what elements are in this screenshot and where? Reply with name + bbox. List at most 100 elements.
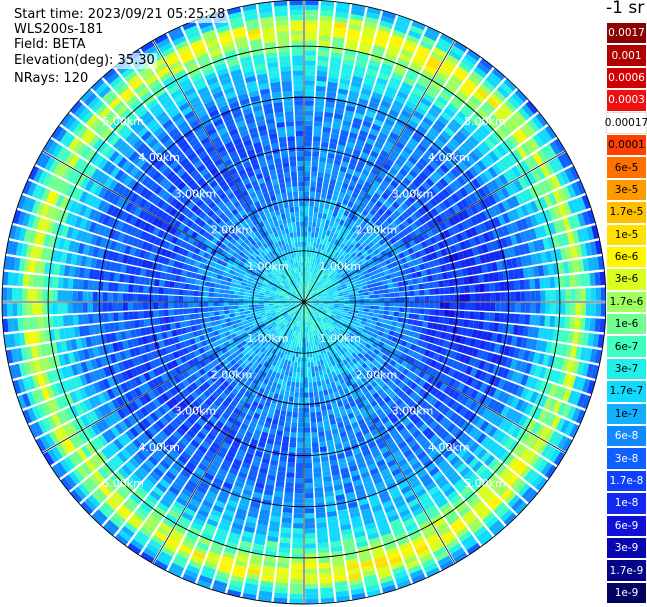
ppi-bin <box>515 302 521 313</box>
ppi-bin <box>405 387 414 396</box>
ppi-bin <box>484 438 495 451</box>
ppi-bin <box>397 136 408 146</box>
ppi-bin <box>375 369 383 377</box>
ppi-bin <box>446 171 457 181</box>
ppi-bin <box>324 245 329 252</box>
ppi-bin <box>355 61 367 69</box>
ppi-bin <box>386 278 393 284</box>
ppi-bin <box>355 107 366 116</box>
ppi-bin <box>510 358 518 370</box>
ppi-bin <box>574 317 581 330</box>
ppi-bin <box>402 190 411 199</box>
ppi-bin <box>400 109 412 119</box>
ppi-bin <box>490 302 496 312</box>
ppi-bin <box>307 267 310 273</box>
ppi-bin <box>382 58 395 67</box>
ppi-bin <box>309 302 315 303</box>
ppi-bin <box>438 316 445 324</box>
ppi-bin <box>431 452 442 462</box>
ppi-bin <box>548 383 558 397</box>
ppi-bin <box>489 282 495 292</box>
ppi-bin <box>345 189 353 197</box>
ppi-bin <box>323 304 329 306</box>
ppi-bin <box>468 237 477 247</box>
ppi-bin <box>347 264 353 270</box>
ppi-bin <box>309 196 315 202</box>
ppi-bin <box>301 347 304 353</box>
ppi-bin <box>377 314 384 319</box>
ppi-bin <box>487 398 497 410</box>
ppi-bin <box>472 501 486 513</box>
ppi-bin <box>497 107 509 120</box>
ppi-bin <box>468 135 480 147</box>
ppi-bin <box>342 156 351 163</box>
ppi-bin <box>367 315 373 320</box>
ppi-bin <box>422 364 430 372</box>
ppi-bin <box>380 446 389 455</box>
ppi-bin <box>527 241 536 253</box>
ppi-bin <box>442 395 452 405</box>
ppi-bin <box>359 423 368 431</box>
ppi-bin <box>461 374 470 384</box>
ppi-bin <box>497 390 506 402</box>
ppi-bin <box>435 71 449 82</box>
ppi-bin <box>311 432 318 438</box>
ppi-bin <box>323 476 332 483</box>
ppi-bin <box>585 288 591 301</box>
ppi-bin <box>380 250 387 257</box>
ppi-bin <box>313 279 317 285</box>
ppi-bin <box>363 115 374 124</box>
ppi-bin <box>411 133 422 143</box>
ppi-bin <box>396 206 405 214</box>
ppi-bin <box>304 523 315 529</box>
ppi-bin <box>327 265 333 271</box>
ppi-bin <box>509 313 516 324</box>
ppi-bin <box>501 368 510 379</box>
ppi-bin <box>557 357 565 370</box>
ppi-bin <box>304 161 311 167</box>
ppi-bin <box>304 387 309 393</box>
ppi-bin <box>342 347 348 353</box>
ppi-bin <box>374 39 387 48</box>
ppi-bin <box>396 322 403 328</box>
ppi-bin <box>316 527 328 534</box>
ppi-bin <box>477 187 487 199</box>
ppi-bin <box>447 514 460 526</box>
ppi-bin <box>314 324 318 330</box>
ppi-bin <box>524 229 533 242</box>
ppi-bin <box>506 369 515 381</box>
ppi-bin <box>316 80 327 87</box>
ppi-bin <box>509 182 519 194</box>
ppi-bin <box>333 319 339 324</box>
ppi-bin <box>495 292 501 302</box>
ppi-bin <box>331 312 337 317</box>
ppi-bin <box>464 169 475 180</box>
ppi-bin <box>304 95 314 101</box>
ppi-bin <box>415 326 423 333</box>
ppi-bin <box>329 350 334 356</box>
ppi-bin <box>452 134 464 145</box>
ppi-bin <box>381 384 390 392</box>
ppi-bin <box>351 191 359 199</box>
ppi-bin <box>454 243 462 252</box>
ppi-bin <box>315 502 325 508</box>
ppi-bin <box>378 25 392 34</box>
ppi-bin <box>333 113 343 120</box>
ppi-bin <box>304 513 315 519</box>
ppi-bin <box>336 1 350 9</box>
ppi-bin <box>437 354 445 363</box>
ppi-bin <box>304 85 315 91</box>
ppi-bin <box>318 370 324 376</box>
ppi-bin <box>337 330 343 336</box>
ppi-bin <box>519 279 526 290</box>
ppi-bin <box>364 403 373 411</box>
ppi-bin <box>339 328 345 334</box>
ppi-bin <box>426 366 434 375</box>
ppi-bin <box>478 274 485 283</box>
ppi-bin <box>406 453 416 462</box>
ppi-bin <box>310 267 313 273</box>
ppi-bin <box>338 139 347 147</box>
ppi-bin <box>558 203 567 217</box>
ppi-bin <box>343 387 350 394</box>
ppi-bin <box>319 15 333 22</box>
